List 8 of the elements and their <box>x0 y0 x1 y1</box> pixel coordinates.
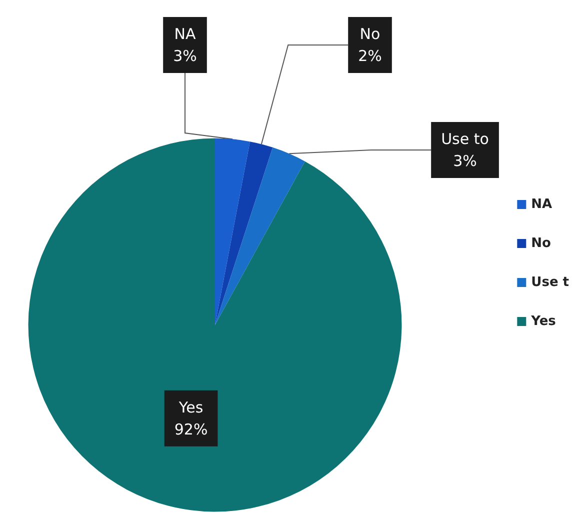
legend-label: No <box>531 236 552 251</box>
data-label: No 2% <box>358 25 382 65</box>
data-label: NA 3% <box>173 25 197 65</box>
data-label: Yes 92% <box>174 398 208 438</box>
legend-label: Use t <box>531 275 570 290</box>
legend-label: NA <box>531 197 552 212</box>
legend-label: Yes <box>530 314 556 329</box>
data-label: Use to 3% <box>441 130 489 170</box>
